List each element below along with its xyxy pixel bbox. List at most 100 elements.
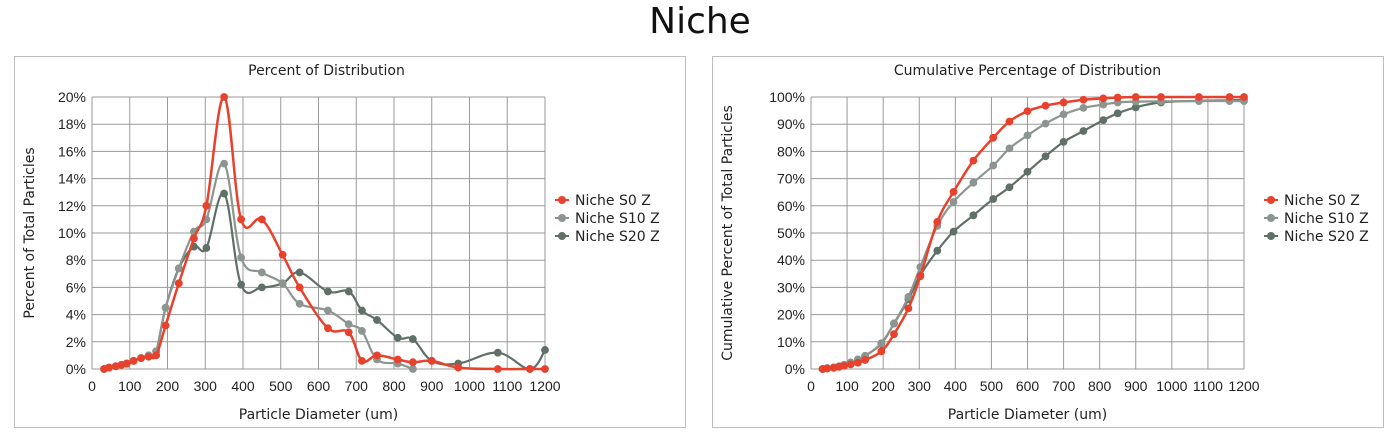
- y-tick-label: 100%: [769, 89, 805, 105]
- data-point: [373, 351, 381, 360]
- y-tick-label: 12%: [58, 198, 86, 214]
- data-point: [1079, 127, 1088, 135]
- x-tick-label: 900: [1124, 378, 1148, 394]
- data-point: [890, 330, 898, 339]
- data-point: [202, 244, 211, 252]
- x-tick-label: 600: [307, 378, 331, 394]
- data-point: [949, 227, 958, 236]
- chart-title: Cumulative Percentage of Distribution: [894, 63, 1161, 79]
- data-point: [541, 365, 549, 373]
- data-point: [344, 287, 353, 296]
- x-tick-label: 400: [944, 378, 968, 394]
- x-tick-label: 300: [908, 378, 932, 394]
- data-point: [890, 319, 898, 328]
- x-tick-label: 800: [382, 378, 406, 394]
- y-tick-label: 8%: [66, 252, 86, 268]
- data-point: [1079, 103, 1088, 112]
- data-point: [324, 287, 332, 296]
- legend-marker: [1267, 196, 1275, 204]
- data-point: [989, 195, 998, 203]
- data-point: [161, 303, 170, 312]
- data-point: [278, 250, 287, 259]
- legend-marker: [1267, 214, 1275, 222]
- y-tick-label: 6%: [66, 279, 86, 295]
- x-tick-label: 100: [835, 378, 859, 394]
- x-tick-label: 700: [1052, 378, 1076, 394]
- cumulative-distribution-plot: 0% 10% 20% 30% 40% 50% 60% 70% 80% 90% 100% 0 100 200…: [720, 63, 1369, 423]
- data-point: [278, 279, 287, 288]
- data-point: [358, 327, 366, 335]
- legend-label: Niche S20 Z: [575, 229, 660, 245]
- data-point: [1079, 95, 1088, 104]
- data-point: [846, 360, 855, 369]
- data-point: [144, 352, 153, 361]
- y-tick-label: 18%: [58, 116, 86, 132]
- data-point: [933, 217, 942, 226]
- data-point: [541, 346, 549, 354]
- legend-marker: [558, 232, 566, 240]
- data-point: [989, 161, 998, 170]
- legend-label: Niche S10 Z: [1284, 211, 1369, 227]
- legend-label: Niche S0 Z: [1284, 193, 1360, 209]
- y-axis-label: Cumulative Percent of Total Particles: [720, 105, 736, 361]
- y-axis-label: Percent of Total Particles: [22, 147, 38, 318]
- percent-distribution-plot: 0% 2% 4% 6% 8% 10% 12% 14% 16% 18% 20% 0 100 200 300 40…: [22, 63, 660, 423]
- data-point: [152, 351, 161, 360]
- data-point: [324, 306, 332, 315]
- data-point: [1023, 167, 1032, 176]
- data-point: [1113, 109, 1122, 118]
- data-point: [861, 356, 870, 364]
- data-point: [969, 178, 978, 187]
- data-point: [969, 156, 978, 165]
- data-point: [1194, 93, 1203, 101]
- data-point: [823, 364, 832, 373]
- data-point: [1225, 93, 1234, 101]
- data-point: [1005, 117, 1014, 126]
- data-point: [1041, 101, 1050, 110]
- data-point: [161, 321, 170, 330]
- data-point: [1023, 131, 1032, 140]
- y-tick-label: 0%: [66, 361, 86, 377]
- x-tick-label: 1000: [454, 378, 485, 394]
- x-tick-label: 500: [269, 378, 293, 394]
- y-tick-label: 60%: [777, 198, 805, 214]
- data-point: [427, 356, 436, 365]
- x-tick-label: 300: [194, 378, 218, 394]
- data-point: [393, 355, 402, 364]
- data-point: [220, 93, 229, 101]
- data-point: [1059, 137, 1068, 146]
- data-point: [1113, 93, 1122, 102]
- data-point: [840, 361, 849, 370]
- x-tick-label: 1100: [1193, 378, 1223, 394]
- data-point: [949, 188, 958, 196]
- x-tick-label: 1000: [1156, 378, 1187, 394]
- y-tick-label: 2%: [66, 334, 86, 350]
- data-point: [237, 215, 246, 224]
- data-point: [1099, 116, 1108, 125]
- data-point: [373, 316, 381, 324]
- data-point: [344, 328, 353, 337]
- data-point: [393, 333, 402, 342]
- data-point: [237, 280, 246, 289]
- data-point: [174, 279, 183, 288]
- data-point: [1023, 107, 1032, 116]
- y-tick-label: 70%: [777, 171, 805, 187]
- x-tick-label: 1100: [492, 378, 522, 394]
- x-tick-label: 900: [420, 378, 444, 394]
- x-tick-label: 1200: [529, 378, 560, 394]
- data-point: [202, 201, 211, 210]
- data-point: [324, 324, 332, 333]
- data-point: [916, 272, 925, 281]
- x-tick-label: 700: [345, 378, 369, 394]
- percent-distribution-chart: 0% 2% 4% 6% 8% 10% 12% 14% 16% 18% 20% 0 100 200 300 40…: [14, 56, 686, 428]
- data-point: [220, 189, 229, 198]
- data-point: [1041, 119, 1050, 128]
- data-point: [877, 347, 886, 356]
- x-tick-label: 100: [118, 378, 142, 394]
- data-point: [493, 348, 502, 357]
- x-tick-label: 800: [1088, 378, 1112, 394]
- data-point: [257, 215, 266, 224]
- x-tick-label: 0: [88, 378, 96, 394]
- legend-marker: [558, 196, 566, 204]
- x-axis-label: Particle Diameter (um): [239, 407, 398, 423]
